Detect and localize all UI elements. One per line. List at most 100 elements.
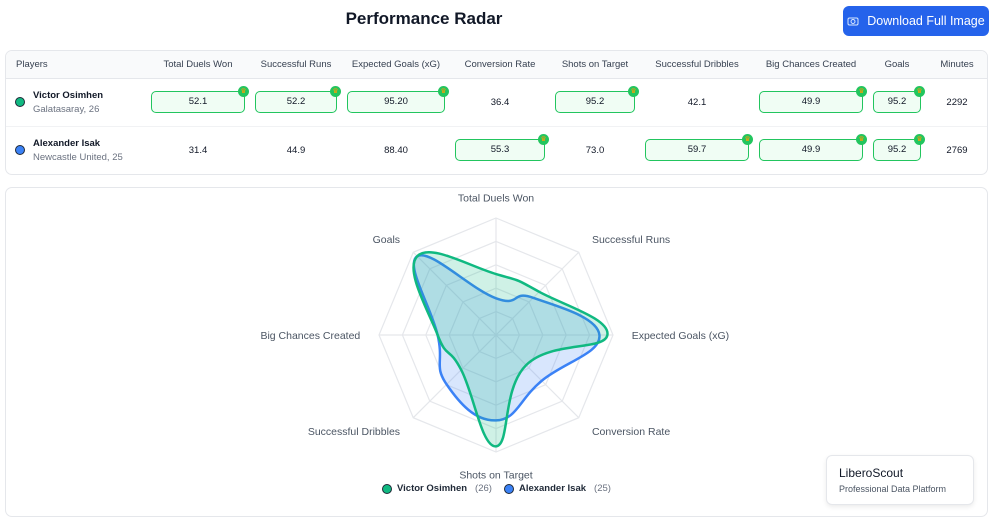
stat-cell: 73.0 — [550, 126, 640, 174]
camera-icon — [847, 17, 859, 26]
best-value-highlight: 95.2 ♛ — [873, 134, 925, 162]
stat-value: 95.2 — [585, 96, 605, 107]
player-name[interactable]: Alexander Isak — [33, 137, 101, 149]
stat-value: 52.2 — [286, 96, 306, 107]
column-header[interactable]: Players — [6, 51, 146, 79]
column-header[interactable]: Conversion Rate — [450, 51, 550, 79]
crown-icon: ♛ — [238, 86, 249, 97]
stat-cell: 49.9 ♛ — [754, 78, 868, 127]
legend-item-osimhen[interactable]: Victor Osimhen (26) — [382, 483, 492, 494]
crown-icon: ♛ — [628, 86, 639, 97]
legend-age: (26) — [475, 483, 492, 494]
download-label: Download Full Image — [867, 14, 985, 28]
stat-value: 95.2 — [887, 96, 907, 107]
stat-value: 2292 — [946, 96, 968, 108]
column-header[interactable]: Minutes — [926, 51, 987, 79]
stat-value: 49.9 — [801, 96, 821, 107]
stat-cell: 31.4 — [146, 126, 250, 174]
axis-line — [412, 334, 497, 419]
download-full-image-button[interactable]: Download Full Image — [843, 6, 989, 36]
stat-value: 36.4 — [490, 96, 510, 108]
column-header[interactable]: Shots on Target — [550, 51, 640, 79]
crown-icon: ♛ — [914, 134, 925, 146]
best-value-highlight: 52.2 ♛ — [255, 86, 341, 113]
stat-cell: 95.2 ♛ — [550, 78, 640, 127]
stat-cell: 95.2 ♛ — [868, 78, 926, 127]
stat-value: 88.40 — [384, 144, 408, 156]
stat-value: 73.0 — [585, 144, 605, 156]
axis-label: Total Duels Won — [458, 192, 534, 204]
stat-value: 49.9 — [801, 144, 821, 156]
axis-line — [412, 251, 497, 336]
crown-icon: ♛ — [330, 86, 341, 97]
crown-icon: ♛ — [742, 134, 753, 146]
player-team: Galatasaray, 26 — [33, 103, 100, 115]
axis-label: Conversion Rate — [592, 426, 670, 438]
crown-icon: ♛ — [914, 86, 925, 97]
table-row: Victor Osimhen Galatasaray, 26 52.1 ♛ 52.2 ♛ 9… — [6, 78, 987, 127]
player-cell: Alexander Isak Newcastle United, 25 — [6, 126, 146, 174]
crown-icon: ♛ — [538, 134, 549, 146]
stat-value: 55.3 — [490, 144, 510, 156]
player-color-dot — [15, 97, 25, 107]
stat-cell: 88.40 — [342, 126, 450, 174]
chart-legend: Victor Osimhen (26) Alexander Isak (25) — [382, 483, 611, 494]
brand-badge: LiberoScout Professional Data Platform — [826, 455, 974, 505]
axis-label: Shots on Target — [459, 470, 532, 482]
best-value-highlight: 49.9 ♛ — [759, 86, 867, 113]
stat-cell: 55.3 ♛ — [450, 126, 550, 174]
stat-cell: 59.7 ♛ — [640, 126, 754, 174]
legend-item-isak[interactable]: Alexander Isak (25) — [503, 483, 611, 494]
best-value-highlight: 95.2 ♛ — [555, 86, 639, 113]
axis-line — [495, 334, 580, 419]
column-header[interactable]: Expected Goals (xG) — [342, 51, 450, 79]
series-area-osimhen — [412, 250, 609, 448]
column-header[interactable]: Goals — [868, 51, 926, 79]
stat-cell: 49.9 ♛ — [754, 126, 868, 174]
best-value-highlight: 95.2 ♛ — [873, 86, 925, 113]
column-header[interactable]: Big Chances Created — [754, 51, 868, 79]
legend-label: Alexander Isak — [518, 483, 587, 494]
axis-line — [495, 251, 580, 336]
best-value-highlight: 95.20 ♛ — [347, 86, 449, 113]
stat-value: 95.2 — [887, 144, 907, 156]
stat-value: 59.7 — [687, 144, 707, 156]
stat-value: 52.1 — [188, 96, 208, 107]
axis-label: Successful Runs — [592, 234, 670, 246]
comparison-table: Players Total Duels Won Successful Runs Exp… — [5, 50, 988, 175]
axis-label: Big Chances Created — [260, 330, 360, 342]
player-color-dot — [15, 145, 25, 156]
stat-cell: 42.1 — [640, 78, 754, 127]
player-cell: Victor Osimhen Galatasaray, 26 — [6, 78, 146, 127]
axis-label: Expected Goals (xG) — [632, 330, 729, 342]
stat-value: 31.4 — [188, 144, 208, 156]
axis-label: Successful Dribbles — [308, 426, 400, 438]
best-value-highlight: 52.1 ♛ — [151, 86, 249, 113]
best-value-highlight: 55.3 ♛ — [455, 134, 549, 162]
brand-tagline: Professional Data Platform — [839, 484, 947, 494]
stat-cell: 36.4 — [450, 78, 550, 127]
stat-cell: 95.2 ♛ — [868, 126, 926, 174]
stat-value: 95.20 — [384, 96, 408, 107]
player-team: Newcastle United, 25 — [33, 151, 123, 163]
stat-value: 2769 — [946, 144, 968, 156]
player-name[interactable]: Victor Osimhen — [33, 89, 104, 101]
stat-cell: 95.20 ♛ — [342, 78, 450, 127]
column-header[interactable]: Successful Runs — [250, 51, 342, 79]
stat-value: 44.9 — [286, 144, 306, 156]
stat-cell: 2292 — [926, 78, 987, 127]
legend-age: (25) — [594, 483, 611, 494]
legend-marker — [382, 483, 392, 494]
stat-cell: 52.2 ♛ — [250, 78, 342, 127]
stat-value: 42.1 — [687, 96, 707, 108]
crown-icon: ♛ — [856, 86, 867, 97]
brand-name: LiberoScout — [839, 466, 904, 480]
best-value-highlight: 49.9 ♛ — [759, 134, 867, 162]
page-title: Performance Radar — [345, 9, 503, 28]
column-header[interactable]: Successful Dribbles — [640, 51, 754, 79]
stat-cell: 2769 — [926, 126, 987, 174]
legend-marker — [503, 483, 514, 494]
stat-cell: 52.1 ♛ — [146, 78, 250, 127]
column-header[interactable]: Total Duels Won — [146, 51, 250, 79]
